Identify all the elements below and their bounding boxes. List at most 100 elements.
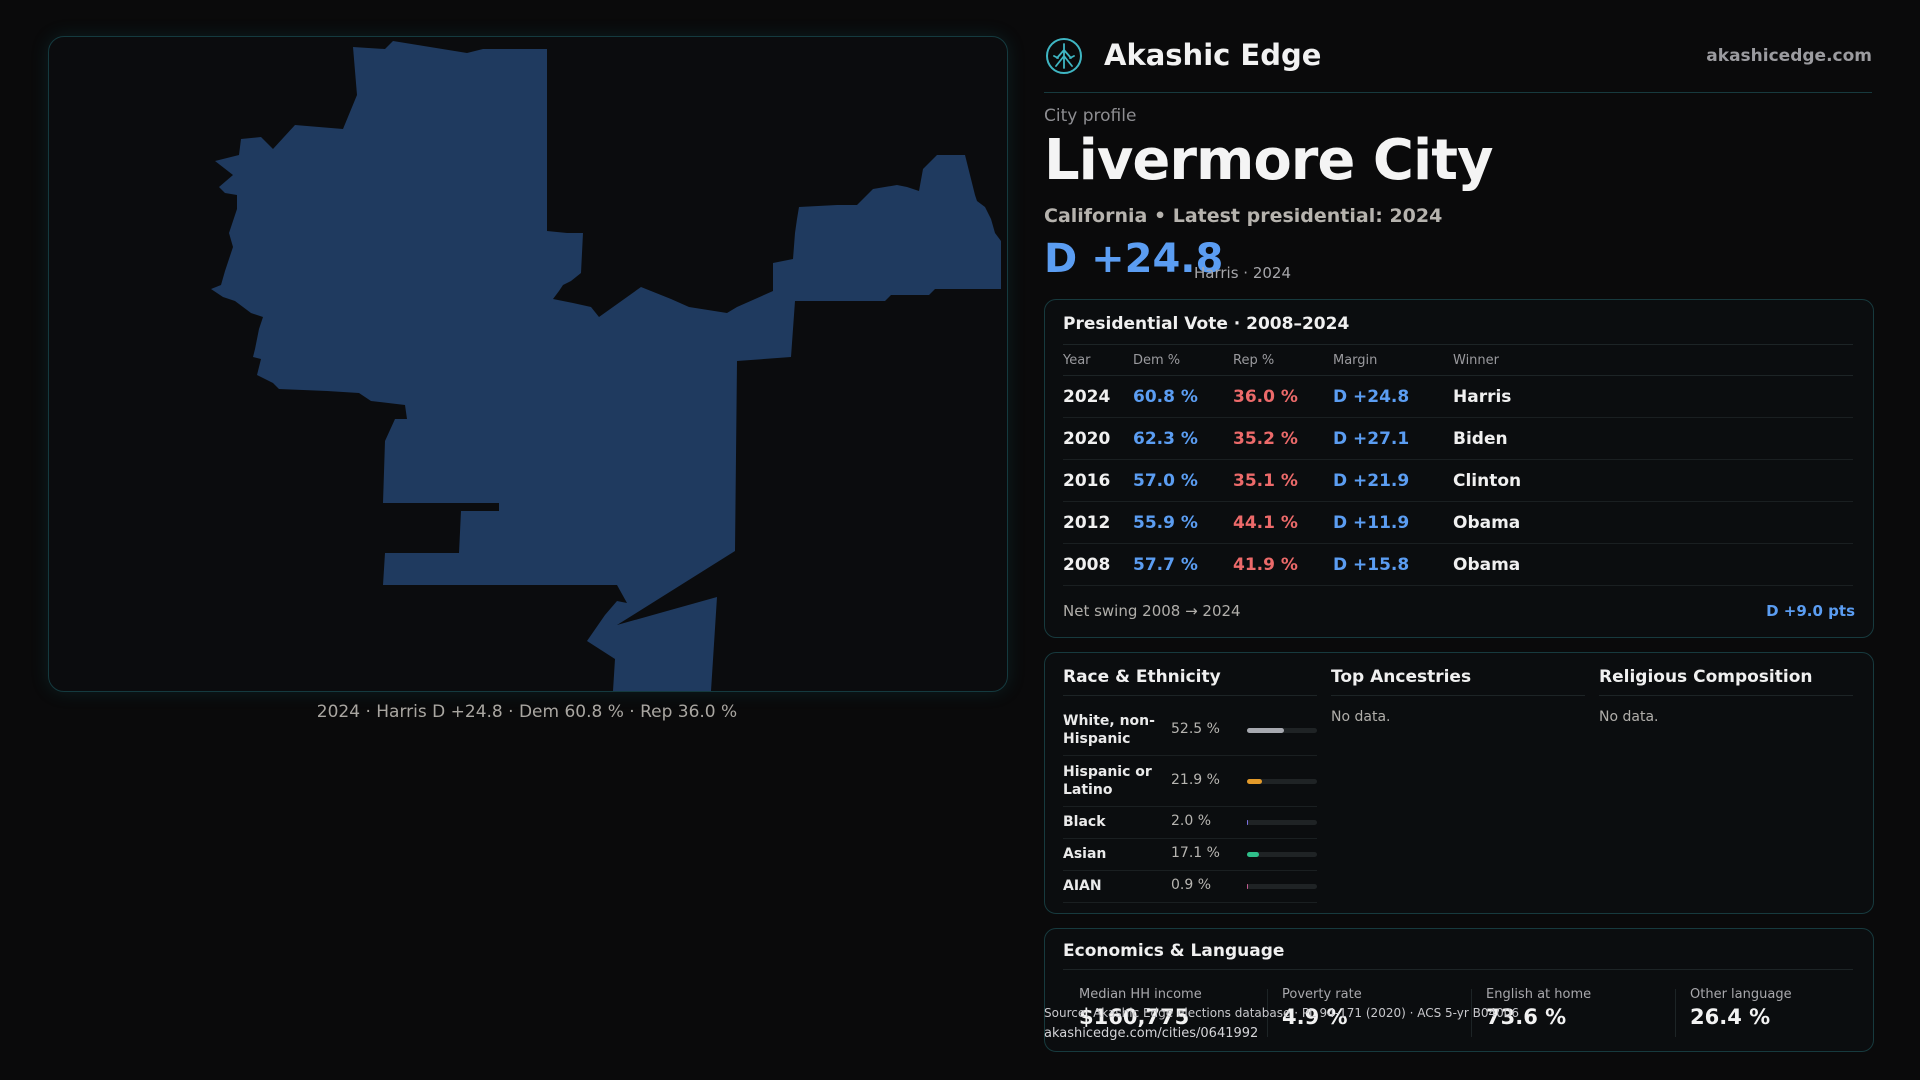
race-bar-track: [1247, 884, 1317, 889]
economics-card: Economics & Language Median HH income $1…: [1044, 928, 1874, 1052]
row-rep: 41.9 %: [1233, 543, 1333, 586]
race-bar-fill: [1247, 820, 1249, 825]
col-year: Year: [1063, 344, 1133, 376]
row-winner: Biden: [1453, 417, 1853, 460]
presidential-vote-card: Presidential Vote · 2008–2024 Year Dem %…: [1044, 299, 1874, 638]
race-label: Hispanic or Latino: [1063, 764, 1152, 798]
map-caption: 2024 · Harris D +24.8 · Dem 60.8 % · Rep…: [316, 702, 738, 722]
race-row: Hispanic or Latino 21.9 %: [1063, 756, 1317, 807]
table-row: 2012 55.9 % 44.1 % D +11.9 Obama: [1063, 501, 1853, 544]
table-row: 2024 60.8 % 36.0 % D +24.8 Harris: [1063, 375, 1853, 418]
row-dem: 57.0 %: [1133, 459, 1233, 502]
demographics-card: Race & Ethnicity Top Ancestries Religiou…: [1044, 652, 1874, 914]
stat-label: Median HH income: [1079, 987, 1202, 1002]
page-title: Livermore City: [1044, 128, 1493, 193]
row-margin: D +27.1: [1333, 417, 1453, 460]
religion-title: Religious Composition: [1599, 667, 1813, 687]
race-bar-fill: [1247, 852, 1259, 857]
race-bar-fill: [1247, 728, 1284, 733]
city-boundary-shape: [211, 41, 1001, 691]
race-pct: 17.1 %: [1171, 845, 1220, 861]
row-winner: Obama: [1453, 501, 1853, 544]
col-rep: Rep %: [1233, 344, 1333, 376]
table-row: 2008 57.7 % 41.9 % D +15.8 Obama: [1063, 543, 1853, 586]
divider: [1063, 969, 1853, 970]
divider: [1331, 695, 1585, 696]
race-pct: 2.0 %: [1171, 813, 1212, 829]
stat-label: Poverty rate: [1282, 987, 1362, 1002]
race-bar-track: [1247, 820, 1317, 825]
divider: [1063, 695, 1317, 696]
stat-value: 73.6 %: [1486, 1005, 1567, 1029]
ancestries-no-data: No data.: [1331, 709, 1391, 725]
row-dem: 60.8 %: [1133, 375, 1233, 418]
divider: [1675, 989, 1676, 1037]
race-bar-track: [1247, 728, 1317, 733]
net-swing-value: D +9.0 pts: [1766, 602, 1855, 620]
site-link[interactable]: akashicedge.com: [1706, 46, 1872, 66]
table-row: 2020 62.3 % 35.2 % D +27.1 Biden: [1063, 417, 1853, 460]
race-ethnicity-title: Race & Ethnicity: [1063, 667, 1221, 687]
col-dem: Dem %: [1133, 344, 1233, 376]
tree-circle-icon: [1046, 38, 1082, 74]
stat-label: English at home: [1486, 987, 1592, 1002]
brand-name: Akashic Edge: [1104, 38, 1322, 72]
row-dem: 57.7 %: [1133, 543, 1233, 586]
stat-value: 26.4 %: [1690, 1005, 1771, 1029]
economics-title: Economics & Language: [1063, 941, 1285, 961]
net-swing-label: Net swing 2008 → 2024: [1063, 602, 1241, 620]
race-row: AIAN 0.9 %: [1063, 871, 1317, 903]
row-year: 2024: [1063, 375, 1133, 418]
race-label: Black: [1063, 814, 1106, 830]
row-year: 2016: [1063, 459, 1133, 502]
vote-table-header: Year Dem % Rep % Margin Winner: [1063, 344, 1853, 376]
row-margin: D +21.9: [1333, 459, 1453, 502]
row-dem: 62.3 %: [1133, 417, 1233, 460]
row-rep: 44.1 %: [1233, 501, 1333, 544]
row-year: 2012: [1063, 501, 1133, 544]
race-bar-track: [1247, 852, 1317, 857]
row-margin: D +24.8: [1333, 375, 1453, 418]
religion-no-data: No data.: [1599, 709, 1659, 725]
ancestries-title: Top Ancestries: [1331, 667, 1472, 687]
divider: [1599, 695, 1853, 696]
headline-margin-note: Harris · 2024: [1194, 264, 1292, 282]
city-subtitle: California • Latest presidential: 2024: [1044, 205, 1443, 227]
race-bar-track: [1247, 779, 1317, 784]
vote-table: Year Dem % Rep % Margin Winner 2024 60.8…: [1063, 344, 1853, 586]
row-margin: D +11.9: [1333, 501, 1453, 544]
race-pct: 0.9 %: [1171, 877, 1212, 893]
row-rep: 35.1 %: [1233, 459, 1333, 502]
row-rep: 35.2 %: [1233, 417, 1333, 460]
source-url[interactable]: akashicedge.com/cities/0641992: [1044, 1026, 1259, 1041]
row-margin: D +15.8: [1333, 543, 1453, 586]
row-winner: Harris: [1453, 375, 1853, 418]
race-bar-fill: [1247, 884, 1248, 889]
race-row: Asian 17.1 %: [1063, 839, 1317, 871]
city-boundary-map: [211, 41, 1001, 691]
race-row: Black 2.0 %: [1063, 807, 1317, 839]
headline-margin: D +24.8: [1044, 236, 1224, 282]
stat-value: 4.9 %: [1282, 1005, 1348, 1029]
source-note: Source: Akashic Edge elections database …: [1044, 1006, 1520, 1020]
header: Akashic Edge akashicedge.com: [1044, 36, 1872, 93]
city-map[interactable]: [48, 36, 1008, 692]
race-bar-fill: [1247, 779, 1263, 784]
col-winner: Winner: [1453, 344, 1853, 376]
race-label: Asian: [1063, 846, 1107, 862]
divider: [1267, 989, 1268, 1037]
race-pct: 52.5 %: [1171, 721, 1220, 737]
col-margin: Margin: [1333, 344, 1453, 376]
race-label: White, non-Hispanic: [1063, 713, 1155, 747]
profile-label: City profile: [1044, 106, 1137, 126]
vote-card-title: Presidential Vote · 2008–2024: [1063, 314, 1350, 334]
row-year: 2020: [1063, 417, 1133, 460]
stat-label: Other language: [1690, 987, 1792, 1002]
row-dem: 55.9 %: [1133, 501, 1233, 544]
table-row: 2016 57.0 % 35.1 % D +21.9 Clinton: [1063, 459, 1853, 502]
stat-value: $160,775: [1079, 1005, 1190, 1029]
race-row: White, non-Hispanic 52.5 %: [1063, 705, 1317, 756]
race-pct: 21.9 %: [1171, 772, 1220, 788]
row-rep: 36.0 %: [1233, 375, 1333, 418]
row-year: 2008: [1063, 543, 1133, 586]
